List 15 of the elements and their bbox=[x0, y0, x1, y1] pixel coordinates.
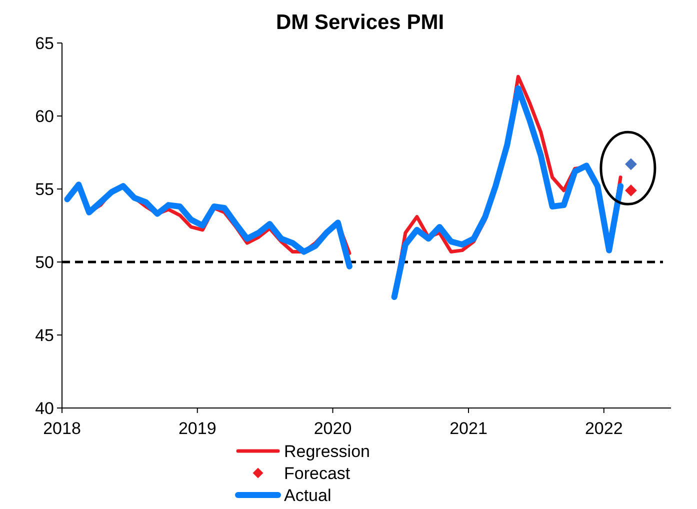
legend-label: Forecast bbox=[284, 464, 350, 483]
x-tick-label: 2020 bbox=[314, 419, 352, 438]
y-tick-label: 40 bbox=[35, 399, 54, 418]
legend-label: Actual bbox=[284, 486, 332, 505]
x-tick-label: 2022 bbox=[584, 419, 623, 438]
y-tick-label: 60 bbox=[35, 107, 54, 126]
y-tick-label: 45 bbox=[35, 326, 54, 345]
y-tick-label: 65 bbox=[35, 34, 54, 53]
x-tick-label: 2021 bbox=[450, 419, 488, 438]
chart-title: DM Services PMI bbox=[276, 11, 444, 34]
x-tick-label: 2018 bbox=[43, 419, 81, 438]
x-tick-label: 2019 bbox=[178, 419, 216, 438]
legend-label: Regression bbox=[284, 442, 370, 461]
y-tick-label: 55 bbox=[35, 180, 54, 199]
y-tick-label: 50 bbox=[35, 253, 54, 272]
